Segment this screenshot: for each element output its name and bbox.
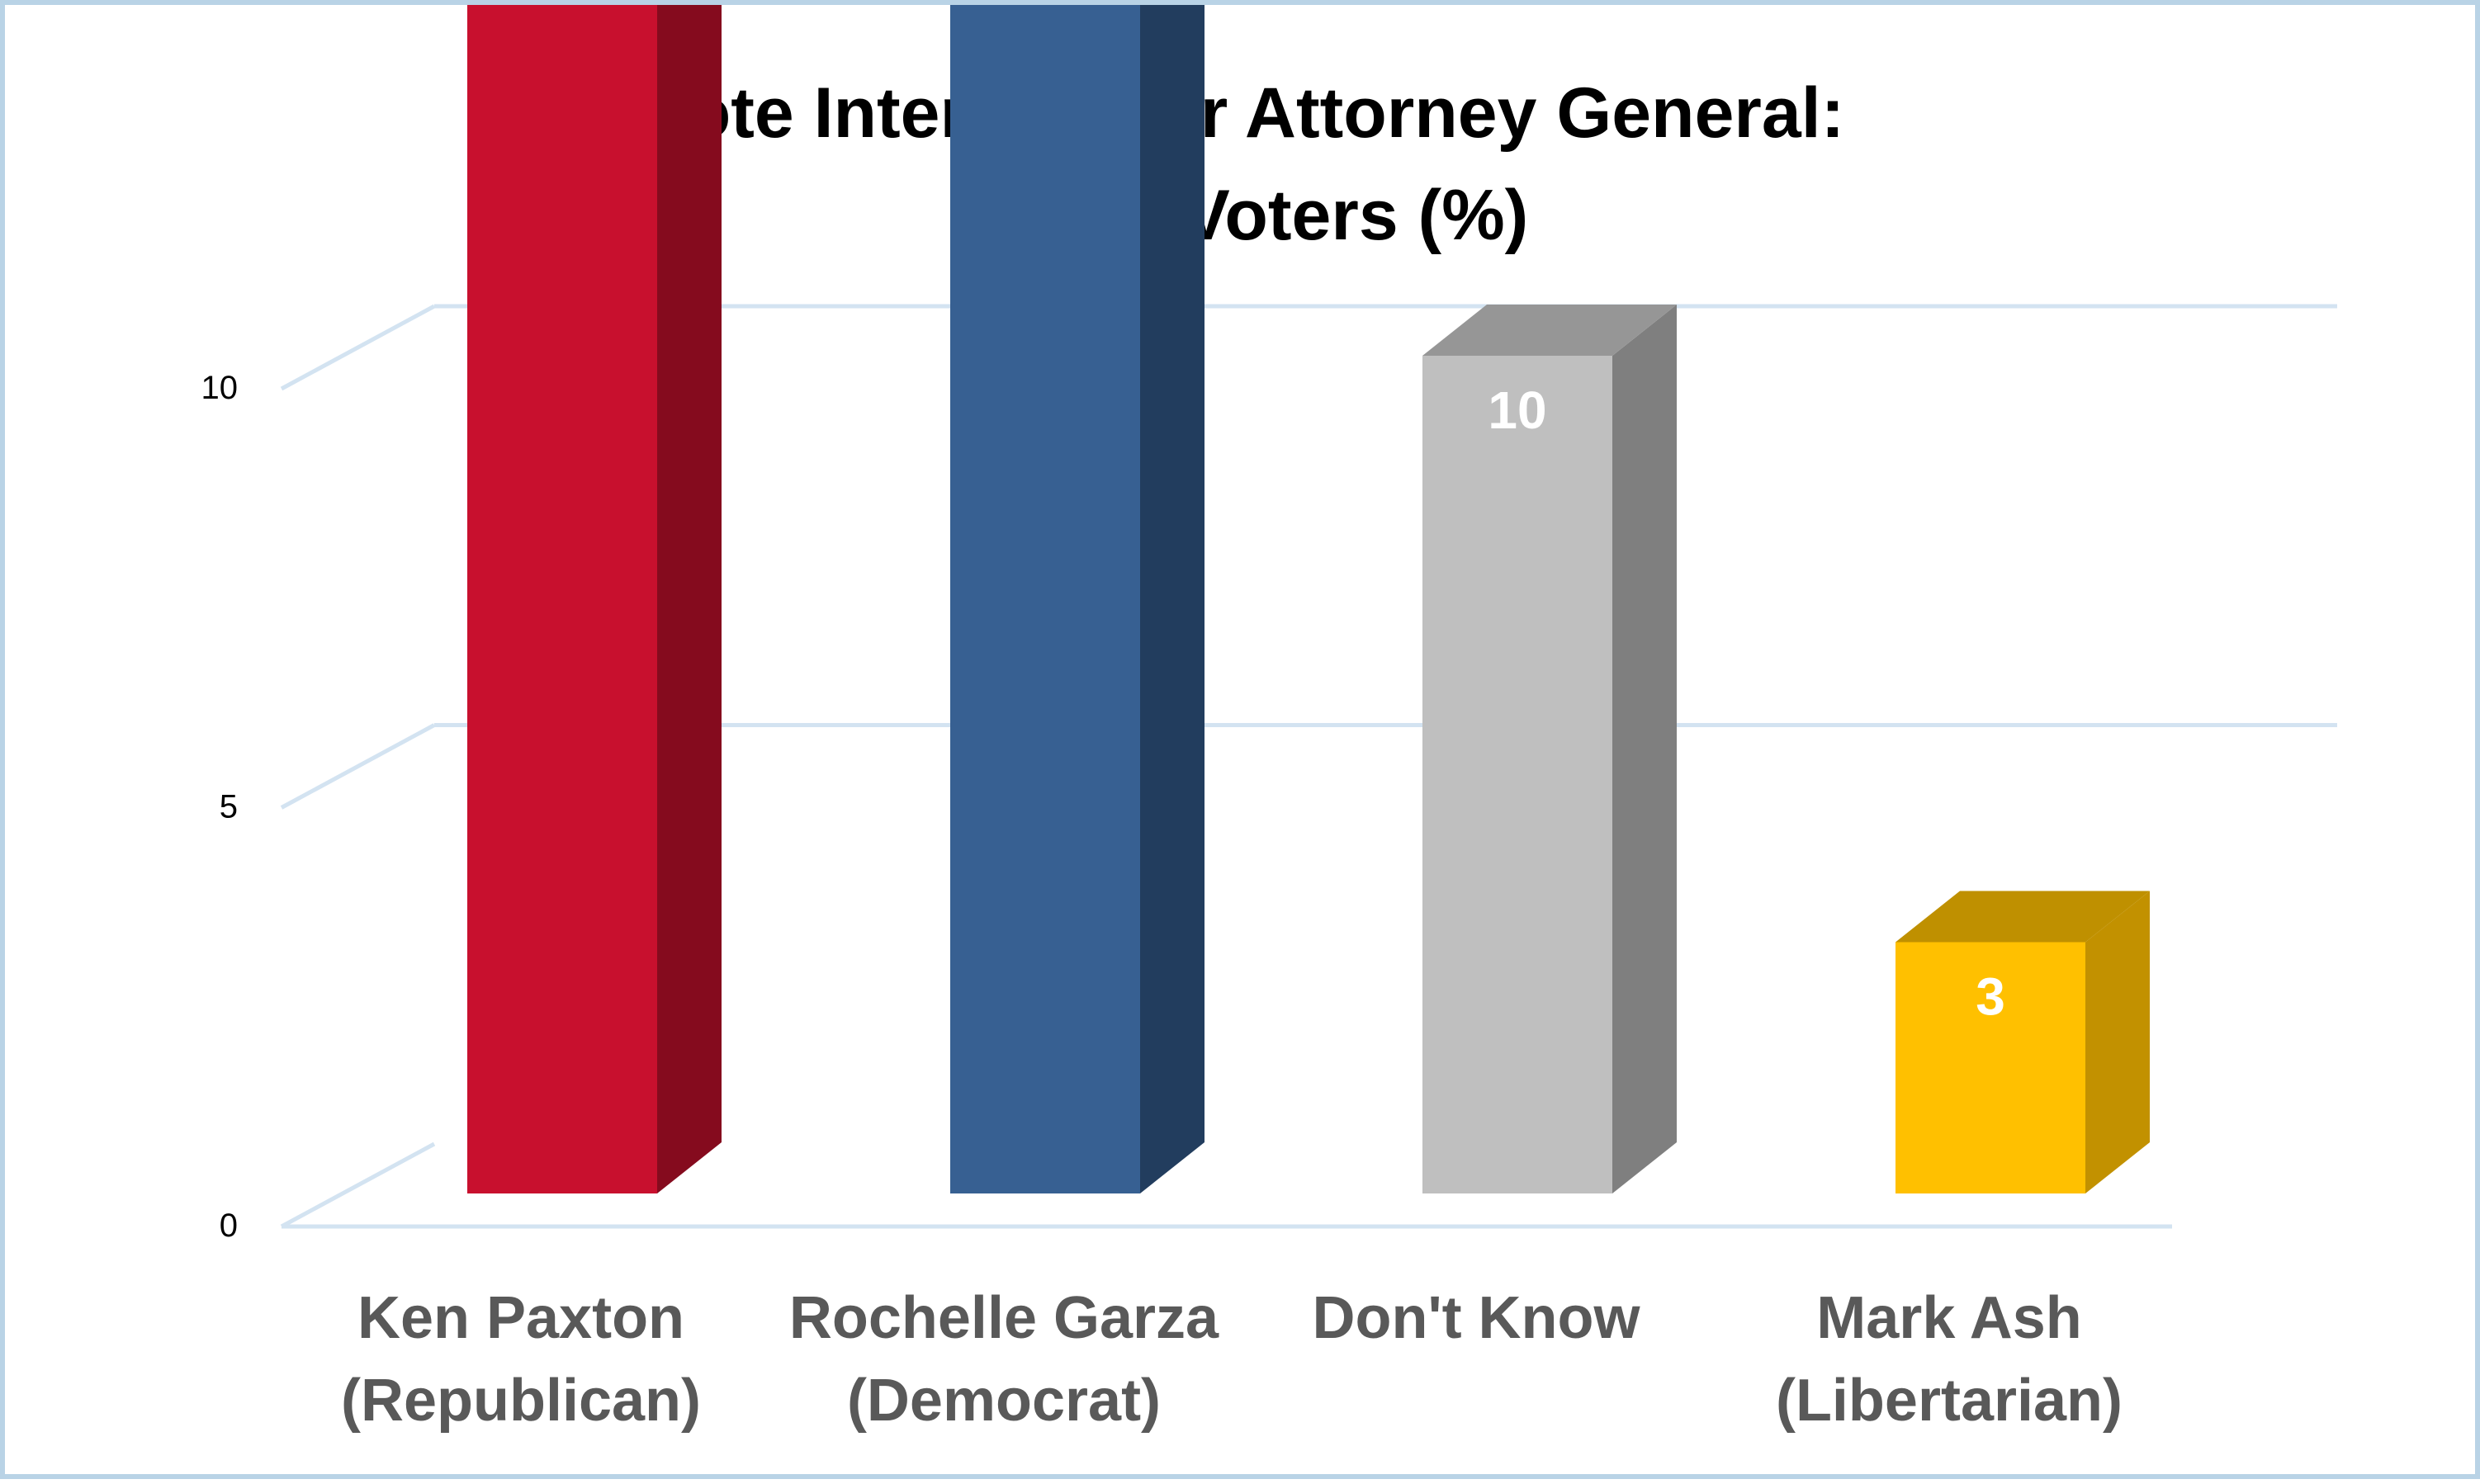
bar-3: 10 bbox=[1422, 305, 1677, 1193]
bar-front bbox=[1422, 356, 1612, 1193]
category-label: (Democrat) bbox=[847, 1368, 1161, 1434]
chart-svg: Vote Intention for Attorney General:Like… bbox=[201, 5, 2337, 1434]
bars: 4542 10 3 bbox=[467, 5, 2150, 1193]
bar-4: 3 bbox=[1895, 891, 2150, 1193]
bar-side bbox=[2085, 891, 2150, 1193]
bar-top bbox=[1422, 305, 1677, 356]
data-label: 10 bbox=[1488, 380, 1546, 440]
category-label: (Libertarian) bbox=[1776, 1368, 2123, 1434]
bar-top bbox=[1895, 891, 2150, 943]
bar-side bbox=[657, 5, 722, 1193]
bar-2: 42 bbox=[950, 5, 1205, 1193]
bar-front bbox=[467, 5, 657, 1193]
y-tick-label: 5 bbox=[220, 789, 238, 825]
category-label: Mark Ash bbox=[1816, 1285, 2081, 1351]
gridline-diagonal bbox=[280, 1141, 436, 1229]
category-label: (Republican) bbox=[341, 1368, 701, 1434]
bar-front bbox=[950, 5, 1140, 1193]
data-label: 3 bbox=[1976, 967, 2005, 1027]
y-tick-label: 10 bbox=[201, 370, 239, 406]
x-axis-categories: Ken Paxton (Republican) Rochelle Garza (Dem… bbox=[341, 1285, 2123, 1434]
y-axis-ticks: 051015202530354045 bbox=[201, 370, 239, 1244]
chart-title-line: Vote Intention for Attorney General: bbox=[646, 73, 1845, 153]
gridline-diagonal bbox=[280, 304, 436, 391]
bar-side bbox=[1612, 305, 1677, 1193]
bar-1: 45 bbox=[467, 5, 722, 1193]
bar-side bbox=[1140, 5, 1205, 1193]
chart-title: Vote Intention for Attorney General:Like… bbox=[646, 73, 1845, 255]
bar-front bbox=[1895, 942, 2085, 1193]
category-label: Ken Paxton bbox=[357, 1285, 684, 1351]
gridline-diagonal bbox=[280, 723, 436, 810]
category-label: Rochelle Garza bbox=[789, 1285, 1219, 1351]
y-tick-label: 0 bbox=[220, 1208, 238, 1244]
gridlines bbox=[280, 304, 2337, 1229]
category-label: Don't Know bbox=[1312, 1285, 1640, 1351]
